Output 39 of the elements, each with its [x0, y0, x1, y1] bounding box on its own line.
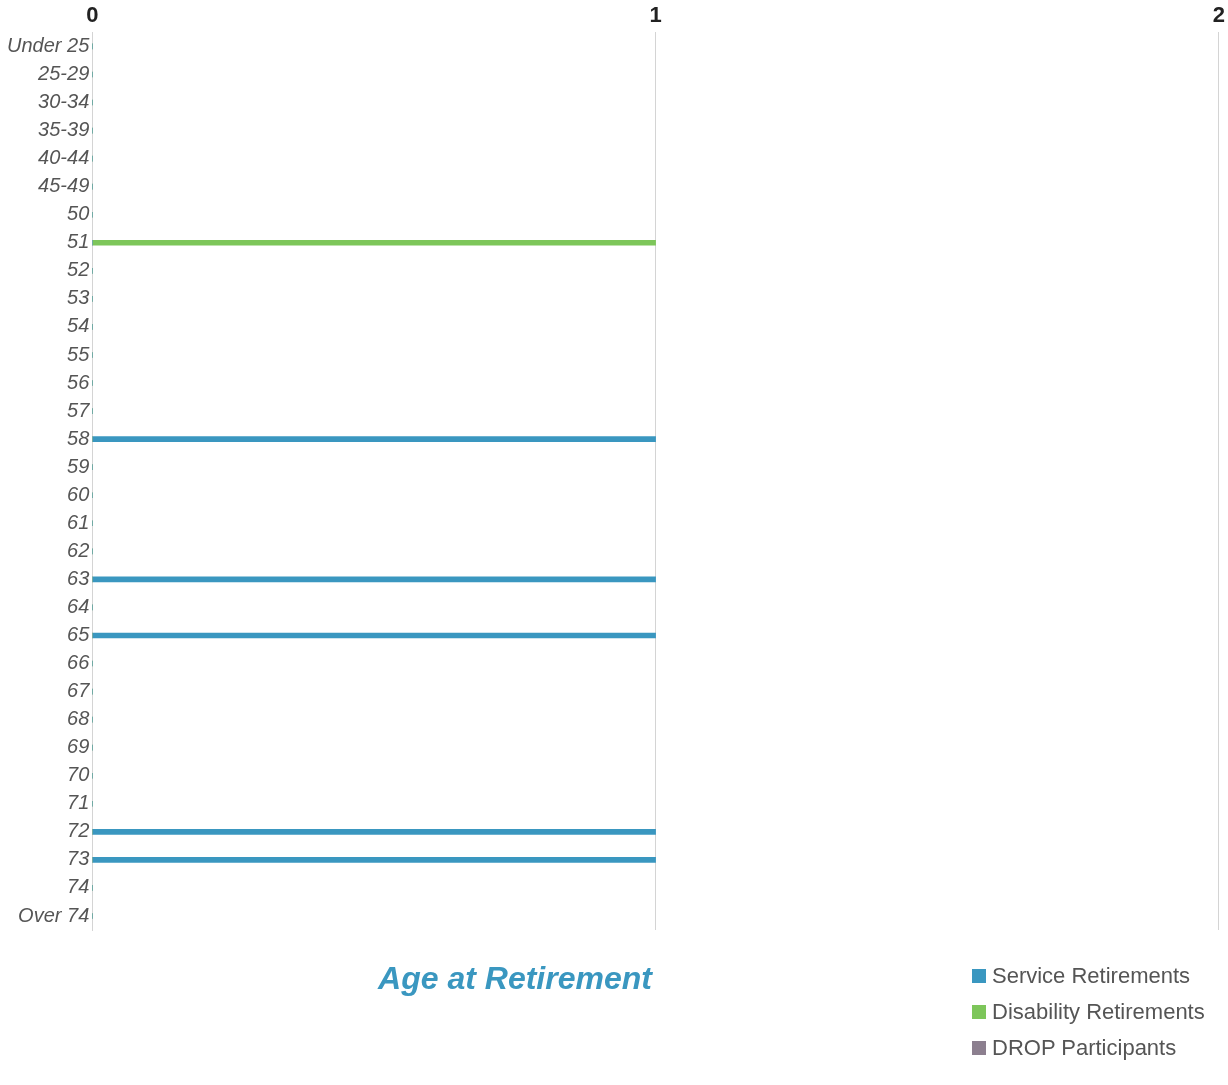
- legend-label: Service Retirements: [992, 963, 1191, 989]
- y-tick-label: 52: [67, 258, 90, 281]
- y-tick-label: 45-49: [38, 174, 90, 197]
- y-tick-label: 67: [67, 679, 91, 702]
- y-tick-label: 74: [67, 875, 90, 898]
- x-tick-label: 2: [1212, 2, 1226, 28]
- y-tick-label: 51: [67, 230, 90, 253]
- y-tick-label: 69: [67, 735, 90, 758]
- y-tick-label: Under 25: [6, 33, 91, 56]
- y-tick-label: 59: [67, 454, 90, 477]
- y-tick-label: 35-39: [38, 118, 90, 141]
- legend-label: Disability Retirements: [992, 999, 1205, 1025]
- y-tick-label: 68: [67, 707, 90, 730]
- y-tick-label: 66: [67, 651, 91, 674]
- y-tick-label: 50: [67, 202, 90, 225]
- y-tick-label: 63: [67, 566, 90, 589]
- text: Age at Retirement: [376, 960, 654, 997]
- y-tick-label: 62: [67, 538, 90, 561]
- y-tick-label: 25-29: [37, 62, 90, 85]
- y-tick-label: 71: [67, 791, 90, 814]
- y-tick-label: 73: [67, 847, 90, 870]
- legend-label: DROP Participants: [992, 1035, 1177, 1061]
- x-tick-label: 0: [86, 2, 99, 28]
- y-tick-label: 64: [67, 594, 90, 617]
- y-tick-label: 57: [67, 398, 91, 421]
- x-tick-label: 1: [649, 2, 662, 28]
- y-tick-label: 60: [67, 482, 90, 505]
- y-tick-label: 58: [67, 426, 90, 449]
- y-tick-label: 55: [67, 342, 91, 365]
- y-tick-label: 65: [67, 623, 91, 646]
- y-tick-label: 56: [67, 370, 91, 393]
- y-tick-label: Over 74: [18, 903, 90, 926]
- y-tick-label: 30-34: [38, 90, 90, 113]
- y-tick-label: 40-44: [38, 146, 90, 169]
- y-tick-label: 61: [67, 510, 90, 533]
- y-tick-label: 70: [67, 763, 90, 786]
- y-tick-label: 54: [67, 314, 90, 337]
- y-tick-label: 72: [67, 819, 90, 842]
- y-tick-label: 53: [67, 286, 90, 309]
